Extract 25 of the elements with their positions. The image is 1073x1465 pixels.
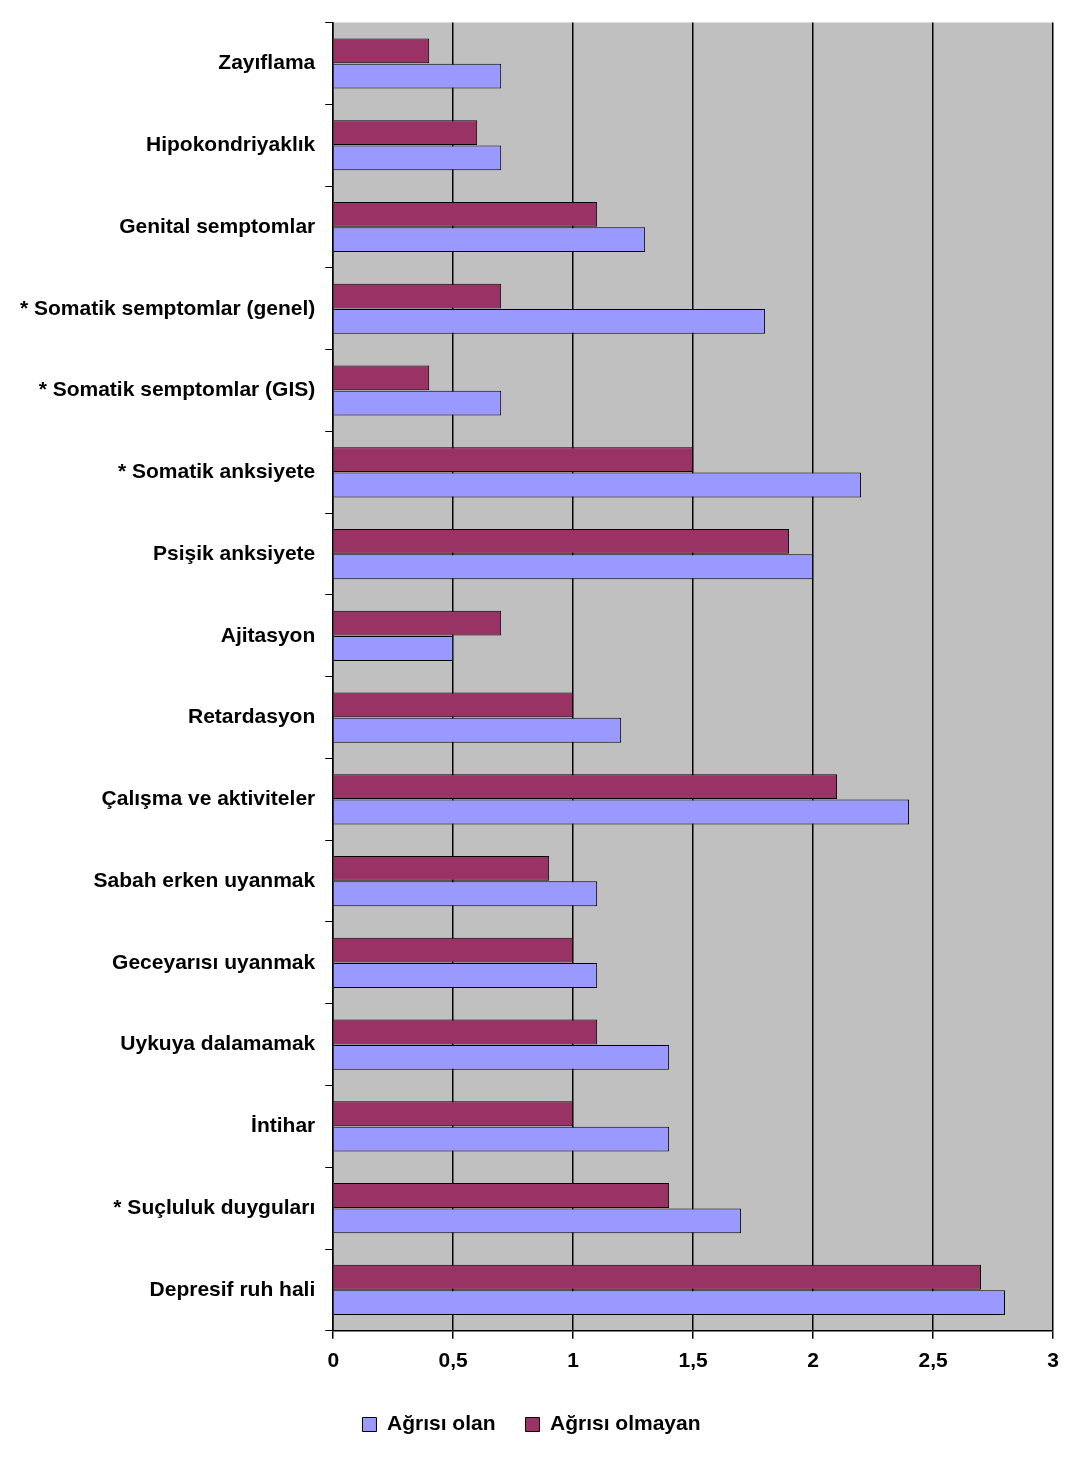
y-tick-label: Ajitasyon [220, 622, 316, 646]
y-tick-label: Depresif ruh hali [149, 1276, 316, 1300]
y-tick-label: * Somatik semptomlar (genel) [19, 295, 316, 319]
y-tick-label: Retardasyon [188, 704, 316, 728]
y-tick-label: Zayıflama [218, 50, 316, 74]
legend-label: Ağrısı olmayan [549, 1411, 701, 1435]
y-tick-label: Uykuya dalamamak [120, 1031, 316, 1055]
x-tick-label: 2 [807, 1348, 819, 1372]
y-tick-label: İntihar [251, 1113, 316, 1137]
y-tick-label: * Somatik semptomlar (GIS) [38, 377, 316, 401]
y-tick-label: * Suçluluk duyguları [113, 1194, 316, 1218]
y-tick-label: Çalışma ve aktiviteler [101, 786, 316, 810]
y-tick-label: Geceyarısı uyanmak [112, 949, 316, 973]
y-tick-label: Hipokondriyaklık [146, 132, 316, 156]
x-tick-label: 0 [327, 1348, 340, 1372]
y-tick-label: Genital semptomlar [119, 213, 316, 237]
legend-label: Ağrısı olan [386, 1411, 496, 1435]
y-tick-label: Psişik anksiyete [152, 540, 316, 564]
x-tick-label: 2,5 [918, 1348, 948, 1372]
y-tick-label: Sabah erken uyanmak [93, 867, 316, 891]
x-tick-label: 3 [1047, 1348, 1059, 1372]
x-tick-label: 1 [567, 1348, 580, 1372]
y-tick-label: * Somatik anksiyete [117, 459, 316, 483]
x-tick-label: 0,5 [438, 1348, 469, 1372]
x-tick-label: 1,5 [678, 1348, 709, 1372]
